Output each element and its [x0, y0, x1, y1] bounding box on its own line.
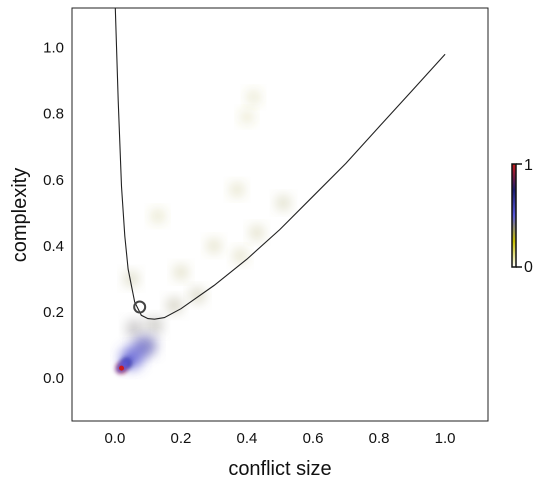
y-axis-ticks: 0.0 0.2 0.4 0.6 0.8 1.0 [43, 40, 64, 387]
y-tick-label: 0.4 [43, 238, 64, 255]
density-cluster [126, 320, 143, 337]
density-cluster [151, 209, 165, 223]
x-tick-label: 0.4 [237, 430, 258, 447]
density-cluster [240, 110, 254, 124]
y-axis-title: complexity [9, 168, 31, 262]
density-cluster [166, 297, 182, 313]
density-peak [119, 365, 125, 371]
x-axis-title: conflict size [228, 458, 331, 478]
density-cluster [174, 265, 188, 280]
density-cluster [233, 249, 248, 263]
density-cluster [207, 239, 221, 253]
boundary-curve [114, 8, 446, 320]
density-cluster [250, 225, 264, 240]
density-cluster [247, 90, 260, 104]
colorbar-min-label: 0 [524, 259, 533, 276]
y-tick-label: 0.6 [43, 172, 64, 189]
x-tick-label: 0.2 [171, 430, 192, 447]
plot-frame [71, 7, 489, 422]
y-tick-label: 0.2 [43, 304, 64, 321]
x-tick-label: 1.0 [435, 430, 456, 447]
density-cluster [124, 271, 139, 286]
x-tick-label: 0.8 [369, 430, 390, 447]
density-cluster [146, 317, 163, 333]
density-cluster [276, 196, 291, 210]
colorbar-max-label: 1 [524, 157, 533, 174]
y-tick-label: 1.0 [43, 40, 64, 57]
x-axis-ticks: 0.0 0.2 0.4 0.6 0.8 1.0 [104, 430, 455, 447]
highlight-marker [133, 300, 147, 314]
colorbar: 1 0 [511, 157, 533, 276]
x-tick-label: 0.0 [104, 430, 125, 447]
y-tick-label: 0.0 [43, 370, 64, 387]
x-tick-label: 0.6 [303, 430, 324, 447]
colorbar-gradient [511, 163, 517, 268]
density-cluster [230, 183, 244, 197]
y-tick-label: 0.8 [43, 106, 64, 123]
density-layer [116, 90, 291, 374]
